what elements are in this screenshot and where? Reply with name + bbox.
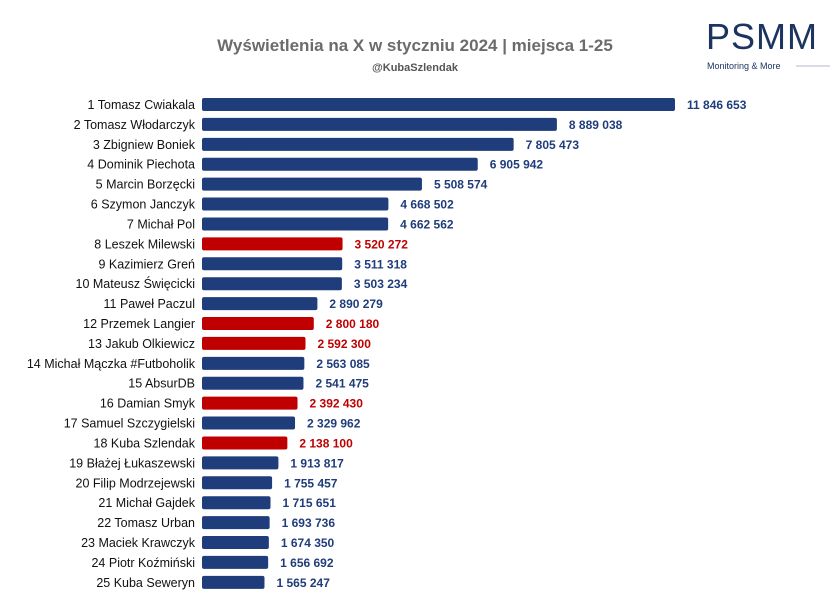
logo-name: PSMM (706, 16, 818, 57)
value-label: 1 674 350 (281, 536, 335, 550)
bar (202, 157, 478, 171)
bar (202, 137, 514, 151)
category-label: 21 Michał Gajdek (98, 496, 195, 510)
value-label: 11 846 653 (687, 98, 747, 112)
value-label: 2 329 962 (307, 417, 361, 431)
category-label: 24 Piotr Koźmiński (91, 556, 195, 570)
bar (202, 217, 389, 231)
value-label: 8 889 038 (569, 118, 623, 132)
bar (202, 117, 557, 131)
bar (202, 336, 306, 350)
category-label: 3 Zbigniew Boniek (93, 138, 196, 152)
bar (202, 257, 343, 271)
logo-tagline: Monitoring & More (707, 61, 781, 71)
value-label: 1 913 817 (290, 456, 344, 470)
bar (202, 396, 298, 410)
bar (202, 376, 304, 390)
category-label: 18 Kuba Szlendak (94, 436, 196, 450)
category-label: 17 Samuel Szczygielski (64, 417, 195, 431)
value-label: 4 662 562 (400, 217, 454, 231)
value-label: 2 563 085 (316, 357, 370, 371)
value-label: 6 905 942 (490, 158, 544, 172)
value-label: 2 541 475 (315, 377, 369, 391)
psmm-logo: PSMM Monitoring & More (706, 18, 830, 74)
bar (202, 416, 296, 430)
category-label: 20 Filip Modrzejewski (76, 476, 195, 490)
value-label: 2 890 279 (329, 297, 383, 311)
bar (202, 98, 675, 111)
category-label: 10 Mateusz Święcicki (76, 276, 196, 291)
category-label: 22 Tomasz Urban (97, 516, 195, 530)
category-label: 14 Michał Mączka #Futboholik (27, 357, 196, 371)
chart-title: Wyświetlenia na X w styczniu 2024 | miej… (217, 36, 613, 55)
category-label: 11 Paweł Paczul (104, 297, 196, 311)
category-label: 12 Przemek Langier (83, 317, 195, 331)
bar (202, 177, 422, 191)
logo-accent-line (796, 65, 830, 67)
category-label: 25 Kuba Seweryn (96, 576, 195, 590)
category-label: 6 Szymon Janczyk (91, 198, 196, 212)
bar (202, 536, 269, 550)
bar (202, 436, 288, 450)
category-label: 2 Tomasz Włodarczyk (74, 118, 196, 132)
category-label: 15 AbsurDB (128, 377, 195, 391)
category-label: 9 Kazimierz Greń (98, 257, 195, 271)
value-label: 5 508 574 (434, 178, 488, 192)
value-label: 1 565 247 (276, 576, 330, 590)
value-label: 1 755 457 (284, 476, 338, 490)
value-label: 7 805 473 (526, 138, 580, 152)
value-label: 2 800 180 (326, 317, 380, 331)
category-label: 8 Leszek Milewski (94, 237, 195, 251)
category-label: 13 Jakub Olkiewicz (88, 337, 195, 351)
bar (202, 516, 270, 530)
value-label: 4 668 502 (400, 198, 454, 212)
bar (202, 555, 269, 569)
bar (202, 476, 273, 490)
category-label: 5 Marcin Borzęcki (96, 178, 195, 192)
bar (202, 456, 279, 470)
bar (202, 277, 342, 291)
value-label: 3 520 272 (355, 237, 409, 251)
category-label: 16 Damian Smyk (100, 397, 196, 411)
value-label: 2 392 430 (310, 397, 364, 411)
value-label: 2 592 300 (318, 337, 372, 351)
value-label: 1 656 692 (280, 556, 334, 570)
bar (202, 496, 271, 510)
value-label: 3 511 318 (354, 257, 407, 271)
bar (202, 197, 389, 211)
bar (202, 317, 314, 331)
bar (202, 575, 265, 589)
category-label: 23 Maciek Krawczyk (81, 536, 196, 550)
value-label: 3 503 234 (354, 277, 408, 291)
category-label: 19 Błażej Łukaszewski (69, 456, 195, 470)
category-label: 4 Dominik Piechota (87, 158, 195, 172)
value-label: 1 715 651 (283, 496, 337, 510)
category-label: 7 Michał Pol (127, 217, 195, 231)
bar (202, 356, 305, 370)
bar (202, 297, 318, 311)
value-label: 1 693 736 (282, 516, 336, 530)
value-label: 2 138 100 (299, 436, 353, 450)
category-label: 1 Tomasz Cwiakala (88, 98, 196, 112)
chart-subtitle: @KubaSzlendak (372, 62, 458, 74)
bar (202, 237, 343, 251)
